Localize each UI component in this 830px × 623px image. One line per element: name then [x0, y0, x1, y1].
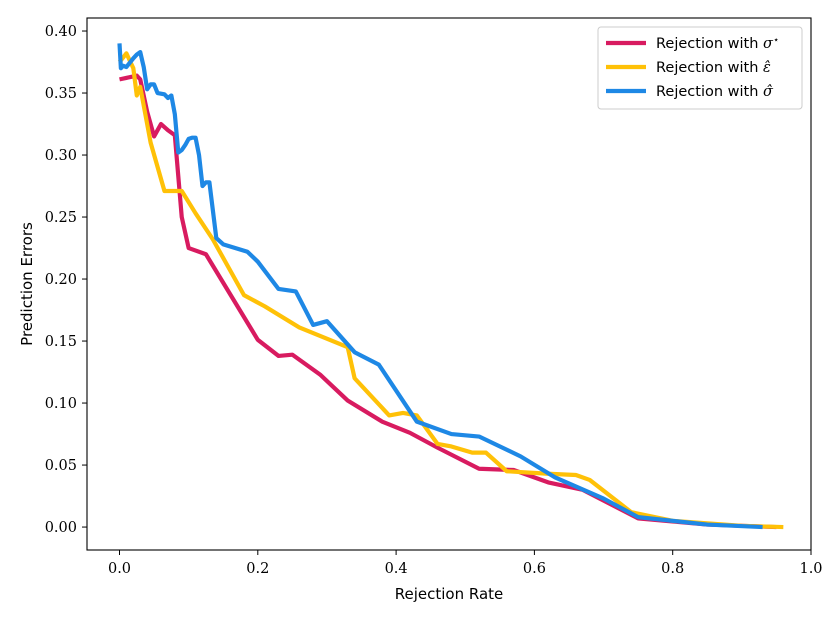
y-tick-label: 0.40 [45, 24, 77, 40]
x-tick-label: 0.4 [385, 561, 408, 577]
y-tick-label: 0.35 [45, 86, 77, 102]
legend-entry-2: Rejection with ε̂ [656, 60, 771, 76]
x-tick-label: 1.0 [799, 561, 822, 577]
plot-frame [86, 17, 812, 551]
y-tick-label: 0.15 [45, 334, 77, 350]
x-tick-label: 0.0 [108, 561, 131, 577]
y-tick-label: 0.20 [45, 272, 77, 288]
legend-entry-1: Rejection with σ⋆ [656, 35, 779, 53]
x-axis-label: Rejection Rate [395, 585, 504, 603]
x-tick-label: 0.6 [523, 561, 546, 577]
y-axis-label: Prediction Errors [18, 222, 36, 346]
y-tick-label: 0.30 [45, 148, 77, 164]
legend-entry-3: Rejection with σ̂ [656, 84, 774, 100]
y-axis: 0.00 0.05 0.10 0.15 0.20 0.25 0.30 0.35 0.40 [45, 24, 87, 536]
plot-area [86, 17, 812, 551]
y-tick-label: 0.10 [45, 396, 77, 412]
legend-frame [597, 26, 803, 110]
y-tick-label: 0.25 [45, 210, 77, 226]
legend: Rejection with σ⋆ Rejection with ε̂ Reject… [597, 26, 803, 110]
series-line-1 [119, 73, 777, 530]
x-tick-label: 0.8 [661, 561, 684, 577]
series-line-3 [117, 43, 763, 530]
y-tick-label: 0.05 [45, 458, 77, 474]
x-axis: 0.0 0.2 0.4 0.6 0.8 1.0 [108, 550, 823, 577]
x-tick-label: 0.2 [246, 561, 269, 577]
series-line-2 [117, 51, 784, 530]
y-tick-label: 0.00 [45, 520, 77, 536]
